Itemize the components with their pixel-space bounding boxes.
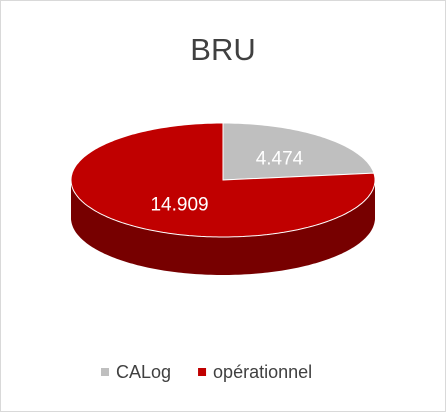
- legend-label: CALog: [116, 362, 171, 382]
- chart-title: BRU: [190, 32, 255, 67]
- pie-slice: [70, 122, 376, 238]
- pie-side: [71, 180, 375, 275]
- legend-swatch: [101, 368, 109, 376]
- pie-slice: [222, 122, 375, 181]
- data-label: 14.909: [150, 194, 208, 215]
- legend-swatch: [198, 368, 207, 376]
- legend-label: opérationnel: [213, 362, 312, 382]
- data-label: 4.474: [256, 148, 304, 169]
